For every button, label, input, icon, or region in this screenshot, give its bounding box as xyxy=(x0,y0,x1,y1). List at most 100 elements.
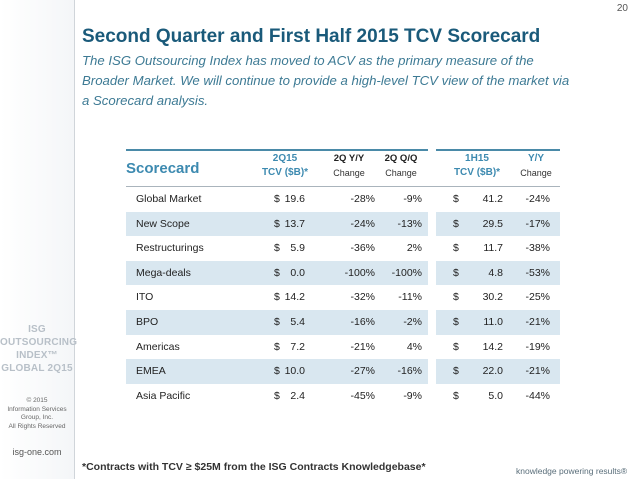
currency-symbol: $ xyxy=(274,242,280,255)
table-row: Americas $ 7.2 -21% 4% $ 14.2 -19% xyxy=(126,334,560,360)
half-tcv-value: 22.0 xyxy=(482,365,503,378)
quarter-yy-change: -100% xyxy=(344,266,375,279)
currency-symbol: $ xyxy=(453,389,459,402)
half-yy-change: -21% xyxy=(525,315,550,328)
quarter-qq-change: -9% xyxy=(403,389,422,402)
scorecard-table: Scorecard 2Q15 TCV ($B)* 2Q Y/Y Change 2… xyxy=(126,149,560,409)
currency-symbol: $ xyxy=(274,389,280,402)
half-tcv-value: 11.0 xyxy=(483,315,503,328)
table-row: BPO $ 5.4 -16% -2% $ 11.0 -21% xyxy=(126,309,560,335)
header-band-half xyxy=(436,149,560,187)
header-2q15-tcv: 2Q15 TCV ($B)* xyxy=(250,152,320,180)
table-row: Global Market $ 19.6 -28% -9% $ 41.2 -24… xyxy=(126,187,560,212)
half-tcv-value: 14.2 xyxy=(482,340,503,353)
copyright: © 2015 Information Services Group, Inc. … xyxy=(0,397,74,431)
half-tcv-value: 5.0 xyxy=(488,389,503,402)
currency-symbol: $ xyxy=(274,217,280,230)
header-text: Y/Y xyxy=(527,153,545,164)
column-gap xyxy=(428,309,436,335)
isg-index-logo: ISG OUTSOURCING INDEX™ GLOBAL 2Q15 xyxy=(0,323,78,375)
half-yy-change: -25% xyxy=(525,291,550,304)
row-label: New Scope xyxy=(136,217,190,230)
row-label: Mega-deals xyxy=(136,266,191,279)
quarter-tcv-value: 5.9 xyxy=(290,242,305,255)
sidebar-divider xyxy=(74,0,75,479)
header-rule xyxy=(126,186,560,187)
half-tcv-value: 29.5 xyxy=(482,217,503,230)
header-text: Change xyxy=(333,168,365,178)
header-2q-yy-change: 2Q Y/Y Change xyxy=(326,152,372,180)
column-gap xyxy=(428,187,436,212)
column-gap xyxy=(428,260,436,286)
currency-symbol: $ xyxy=(274,365,280,378)
half-yy-change: -44% xyxy=(525,389,550,402)
quarter-yy-change: -24% xyxy=(350,217,375,230)
currency-symbol: $ xyxy=(453,315,459,328)
slide-subtitle: The ISG Outsourcing Index has moved to A… xyxy=(82,51,630,111)
half-tcv-value: 4.8 xyxy=(488,266,503,279)
quarter-qq-change: 4% xyxy=(406,340,422,353)
header-text: Change xyxy=(520,168,552,178)
quarter-qq-change: 2% xyxy=(406,242,422,255)
quarter-tcv-value: 5.4 xyxy=(290,315,305,328)
header-2q-qq-change: 2Q Q/Q Change xyxy=(378,152,424,180)
quarter-qq-change: -9% xyxy=(403,193,422,205)
sidebar xyxy=(0,0,74,479)
currency-symbol: $ xyxy=(453,242,459,255)
column-gap xyxy=(428,334,436,360)
row-label: ITO xyxy=(136,291,154,304)
quarter-qq-change: -100% xyxy=(391,266,422,279)
quarter-tcv-value: 2.4 xyxy=(290,389,305,402)
header-text: 2Q Y/Y xyxy=(333,153,365,164)
subtitle-line: Broader Market. We will continue to prov… xyxy=(82,73,570,88)
subtitle-line: The ISG Outsourcing Index has moved to A… xyxy=(82,53,534,68)
quarter-tcv-value: 7.2 xyxy=(290,340,305,353)
half-yy-change: -24% xyxy=(525,193,550,205)
copyright-line: Information Services xyxy=(7,405,67,413)
header-text: TCV ($B)* xyxy=(261,167,309,178)
quarter-yy-change: -32% xyxy=(350,291,375,304)
currency-symbol: $ xyxy=(453,217,459,230)
slide-title: Second Quarter and First Half 2015 TCV S… xyxy=(82,26,541,47)
row-label: Restructurings xyxy=(136,242,204,255)
footnote: *Contracts with TCV ≥ $25M from the ISG … xyxy=(82,461,426,473)
table-row: ITO $ 14.2 -32% -11% $ 30.2 -25% xyxy=(126,285,560,310)
site-url-link[interactable]: isg-one.com xyxy=(12,447,62,457)
copyright-line: All Rights Reserved xyxy=(8,422,66,430)
header-text: 2Q15 xyxy=(272,153,298,164)
logo-line: OUTSOURCING xyxy=(0,337,78,348)
header-band-quarter xyxy=(126,149,428,187)
quarter-yy-change: -28% xyxy=(350,193,375,205)
currency-symbol: $ xyxy=(453,266,459,279)
table-row: Mega-deals $ 0.0 -100% -100% $ 4.8 -53% xyxy=(126,260,560,286)
currency-symbol: $ xyxy=(453,365,459,378)
quarter-yy-change: -45% xyxy=(350,389,375,402)
logo-line: ISG xyxy=(28,324,46,335)
currency-symbol: $ xyxy=(274,266,280,279)
row-label: BPO xyxy=(136,315,159,328)
quarter-tcv-value: 13.7 xyxy=(284,217,305,230)
currency-symbol: $ xyxy=(453,340,459,353)
header-text: TCV ($B)* xyxy=(453,167,501,178)
header-scorecard-label: Scorecard xyxy=(126,160,200,177)
half-tcv-value: 11.7 xyxy=(483,242,503,255)
quarter-yy-change: -27% xyxy=(350,365,375,378)
row-label: Global Market xyxy=(136,193,202,205)
currency-symbol: $ xyxy=(274,291,280,304)
quarter-yy-change: -36% xyxy=(350,242,375,255)
currency-symbol: $ xyxy=(453,291,459,304)
quarter-qq-change: -16% xyxy=(397,365,422,378)
copyright-line: © 2015 xyxy=(26,397,48,404)
table-row: Asia Pacific $ 2.4 -45% -9% $ 5.0 -44% xyxy=(126,383,560,409)
column-gap xyxy=(428,236,436,261)
header-1h-yy-change: Y/Y Change xyxy=(516,152,556,180)
column-gap xyxy=(428,359,436,384)
currency-symbol: $ xyxy=(274,193,280,205)
quarter-qq-change: -2% xyxy=(403,315,422,328)
logo-line: INDEX™ xyxy=(16,350,58,361)
quarter-yy-change: -21% xyxy=(350,340,375,353)
half-yy-change: -17% xyxy=(525,217,550,230)
subtitle-line: a Scorecard analysis. xyxy=(82,93,209,108)
copyright-line: Group, Inc. xyxy=(20,414,54,421)
currency-symbol: $ xyxy=(274,340,280,353)
